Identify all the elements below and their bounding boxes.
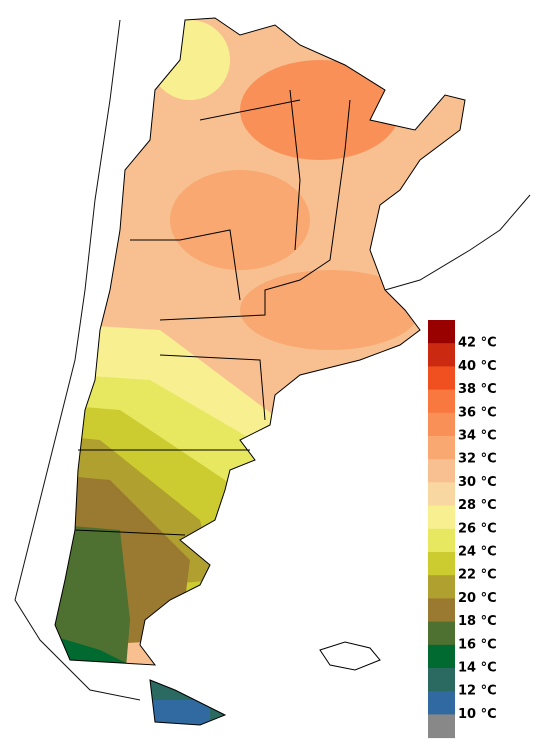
legend-swatch bbox=[428, 343, 455, 367]
legend-label: 22 °C bbox=[458, 568, 497, 583]
legend-label: 16 °C bbox=[458, 637, 497, 652]
legend-label: 14 °C bbox=[458, 661, 497, 676]
legend-label: 28 °C bbox=[458, 498, 497, 513]
legend-label: 12 °C bbox=[458, 684, 497, 699]
legend-swatch bbox=[428, 412, 455, 437]
legend-swatch bbox=[428, 668, 455, 692]
legend-swatch bbox=[428, 691, 455, 715]
legend-swatch bbox=[428, 320, 455, 344]
legend-label: 34 °C bbox=[458, 429, 497, 444]
legend: 42 °C 40 °C 38 °C 36 °C 34 °C 32 °C 30 °C 28 °C… bbox=[428, 320, 497, 739]
legend-swatch bbox=[428, 552, 455, 576]
legend-label: 26 °C bbox=[458, 521, 497, 536]
legend-label: 40 °C bbox=[458, 359, 497, 374]
legend-label: 10 °C bbox=[458, 707, 497, 722]
legend-swatch bbox=[428, 505, 455, 530]
legend-label: 20 °C bbox=[458, 591, 497, 606]
legend-label: 18 °C bbox=[458, 614, 497, 629]
legend-swatch bbox=[428, 482, 455, 507]
legend-label: 32 °C bbox=[458, 452, 497, 467]
legend-swatch bbox=[428, 644, 455, 669]
legend-swatch bbox=[428, 459, 455, 483]
legend-label: 36 °C bbox=[458, 405, 497, 420]
legend-swatch bbox=[428, 389, 455, 414]
legend-swatch bbox=[428, 621, 455, 646]
legend-label: 38 °C bbox=[458, 382, 497, 397]
legend-swatch bbox=[428, 436, 455, 460]
legend-swatch bbox=[428, 366, 455, 391]
legend-swatch bbox=[428, 528, 455, 553]
boundaries bbox=[14, 17, 531, 726]
legend-label: 42 °C bbox=[458, 336, 497, 351]
legend-label: 24 °C bbox=[458, 545, 497, 560]
legend-swatch bbox=[428, 575, 455, 599]
legend-swatch bbox=[428, 714, 455, 739]
legend-label: 30 °C bbox=[458, 475, 497, 490]
legend-swatch bbox=[428, 598, 455, 623]
